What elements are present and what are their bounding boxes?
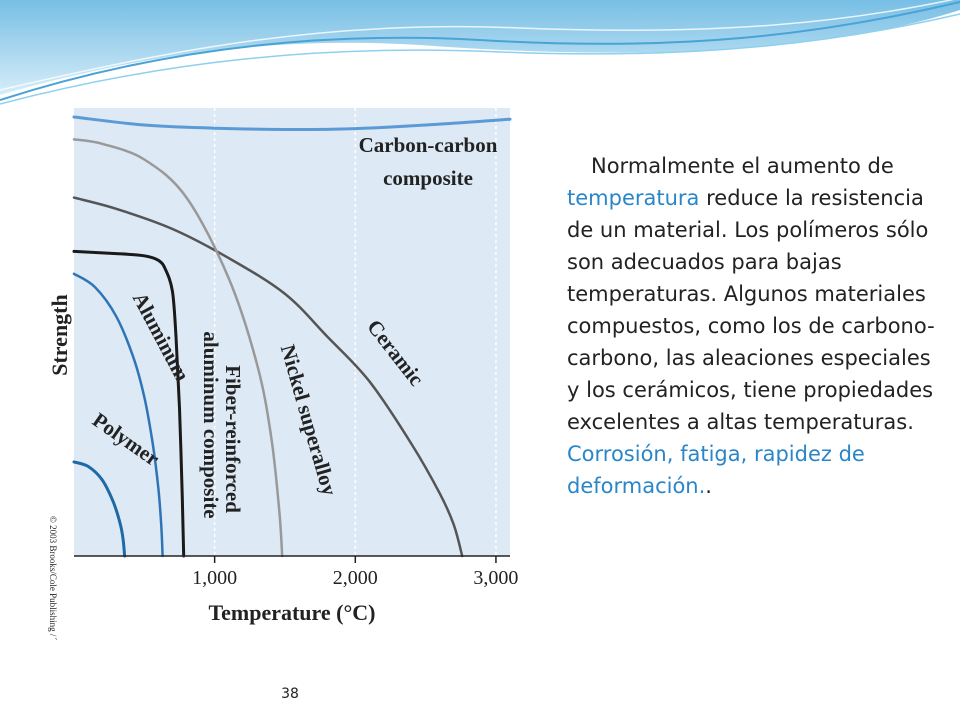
header-wave-line [0, 13, 960, 105]
series-line-carbon-carbon-composite [72, 115, 512, 132]
chart-series [72, 115, 512, 558]
x-axis-title: Temperature (°C) [208, 600, 375, 625]
y-axis-title: Strength [47, 294, 72, 376]
header-wave-line [0, 0, 955, 91]
plot-area [74, 108, 510, 556]
series-line-polymer [72, 460, 127, 558]
header-wave-fill [0, 0, 960, 95]
curve-label-aluminum-composite: aluminum composite [199, 331, 223, 518]
x-tick-label: 2,000 [333, 567, 378, 589]
series-line-ceramic [72, 196, 464, 558]
series-line-aluminum [72, 272, 164, 558]
series-line-fiber-reinforced-aluminum-composite [72, 249, 186, 558]
series-line-nickel-superalloy [72, 138, 284, 558]
body-text-part: reduce la resistencia de un material. Lo… [567, 186, 935, 434]
highlight-temperatura: temperatura [567, 186, 700, 210]
body-paragraph: Normalmente el aumento de temperatura re… [567, 150, 937, 438]
header-wave-decoration [0, 0, 960, 105]
slide-number: 38 [281, 686, 299, 702]
copyright-note: © 2003 Brooks/Cole Publishing / Thomson … [48, 516, 58, 640]
body-highlight-paragraph: Corrosión, fatiga, rapidez de deformació… [567, 442, 865, 498]
chart-svg: 1,000 2,000 3,000 Strength Temperature (°C… [47, 108, 518, 640]
x-tick-labels: 1,000 2,000 3,000 [192, 556, 518, 589]
x-tick-label: 3,000 [473, 567, 518, 589]
body-text-part: Normalmente el aumento de [591, 154, 894, 178]
header-wave-line [0, 1, 960, 101]
curve-label-composite: composite [383, 166, 473, 190]
x-tick-label: 1,000 [192, 567, 237, 589]
curve-label-carbon-carbon: Carbon-carbon [359, 133, 498, 157]
chart-grid [213, 108, 497, 556]
curve-label-fiber-reinforced: Fiber-reinforced [221, 365, 245, 513]
slide-body-text: Normalmente el aumento de temperatura re… [567, 150, 937, 502]
highlight-topics: Corrosión, fatiga, rapidez de deformació… [567, 442, 865, 498]
strength-temperature-chart: 1,000 2,000 3,000 Strength Temperature (°C… [40, 100, 524, 640]
